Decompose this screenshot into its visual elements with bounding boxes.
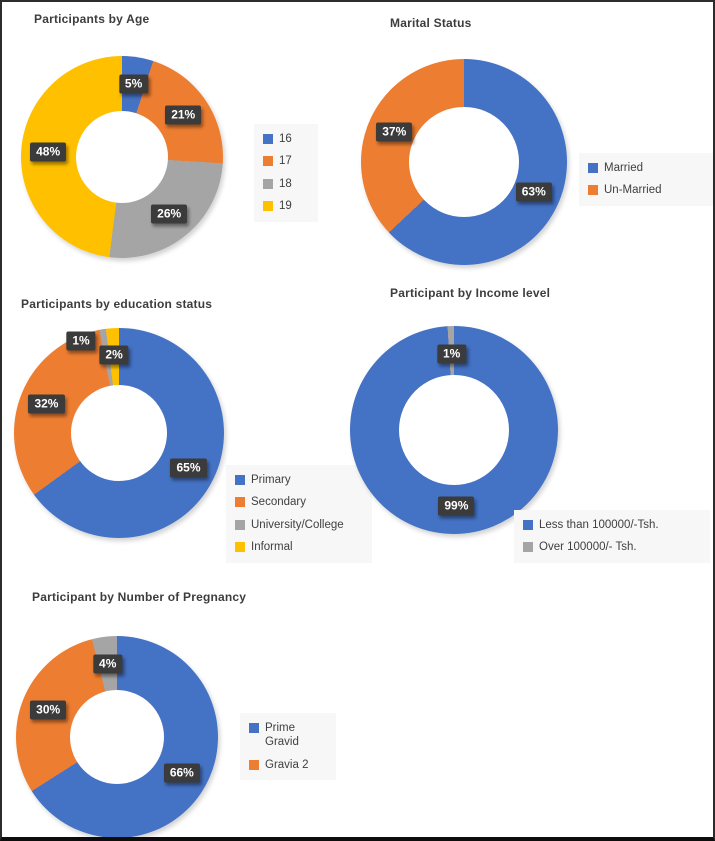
chart-title-age: Participants by Age (34, 12, 150, 26)
data-label: 32% (28, 394, 65, 414)
legend-swatch (588, 185, 598, 196)
data-label: 48% (30, 142, 67, 162)
data-label: 1% (436, 344, 467, 364)
legend-label: Prime Gravid (265, 722, 299, 749)
legend-label: University/College (251, 518, 344, 531)
legend-swatch (523, 542, 533, 553)
legend-item: Over 100000/- Tsh. (523, 540, 701, 554)
chart-title-marital: Marital Status (390, 16, 472, 30)
legend-label: 16 (279, 133, 292, 145)
legend-item: Un-Married (588, 183, 706, 197)
legend-label: Informal (251, 541, 293, 554)
legend-label: Gravia 2 (265, 758, 309, 771)
data-label: 30% (30, 700, 67, 720)
data-label: 63% (515, 182, 552, 202)
legend-item: Prime Gravid (249, 721, 327, 750)
legend-item: Less than 100000/-Tsh. (523, 518, 701, 532)
data-label: 5% (118, 74, 149, 94)
legend-income: Less than 100000/-Tsh. Over 100000/- Tsh. (514, 510, 710, 563)
legend-swatch (249, 759, 259, 770)
legend-item: University/College (235, 518, 363, 532)
legend-label: Primary (251, 474, 291, 486)
legend-label: Secondary (251, 496, 306, 509)
legend-label: 18 (279, 177, 292, 190)
legend-label: Over 100000/- Tsh. (539, 541, 637, 554)
data-label: 2% (99, 345, 129, 365)
legend-marital: Married Un-Married (579, 153, 713, 206)
legend-label: Less than 100000/-Tsh. (539, 519, 659, 531)
donut-hole (399, 375, 509, 485)
data-label: 66% (163, 763, 200, 783)
legend-item: Informal (235, 540, 363, 554)
chart-title-income: Participant by Income level (390, 286, 551, 300)
legend-item: 16 (263, 132, 309, 146)
data-label: 65% (170, 458, 207, 478)
donut-hole (71, 385, 167, 481)
legend-item: Secondary (235, 495, 363, 509)
chart-title-education: Participants by education status (21, 297, 213, 311)
data-label: 37% (376, 122, 413, 142)
legend-item: Primary (235, 473, 363, 487)
legend-item: 19 (263, 199, 309, 213)
data-label: 4% (93, 654, 123, 674)
legend-swatch (235, 519, 245, 530)
donut-pregnancy (16, 636, 218, 837)
legend-swatch (523, 520, 533, 530)
legend-swatch (263, 134, 273, 144)
legend-swatch (263, 178, 273, 189)
legend-item: 17 (263, 154, 309, 168)
donut-hole (409, 107, 519, 217)
legend-item: Gravia 2 (249, 758, 327, 772)
legend-label: 17 (279, 155, 292, 168)
legend-age: 16 17 18 19 (254, 124, 318, 222)
donut-hole (76, 111, 168, 203)
legend-label: 19 (279, 200, 292, 213)
donut-marital (361, 59, 567, 265)
legend-swatch (263, 156, 273, 167)
chart-title-pregnancy: Participant by Number of Pregnancy (32, 590, 247, 604)
legend-item: Married (588, 161, 706, 175)
legend-swatch (588, 163, 598, 173)
legend-swatch (235, 497, 245, 508)
data-label: 21% (165, 105, 202, 125)
legend-label: Married (604, 162, 643, 174)
data-label: 99% (438, 496, 475, 516)
legend-swatch (235, 475, 245, 485)
legend-swatch (263, 201, 273, 212)
data-label: 26% (151, 204, 188, 224)
legend-swatch (235, 542, 245, 553)
legend-pregnancy: Prime Gravid Gravia 2 (240, 713, 336, 781)
data-label: 1% (66, 331, 96, 351)
legend-education: Primary Secondary University/College Inform… (226, 465, 372, 563)
legend-swatch (249, 723, 259, 733)
legend-label: Un-Married (604, 184, 662, 197)
donut-hole (70, 690, 164, 784)
legend-item: 18 (263, 177, 309, 191)
